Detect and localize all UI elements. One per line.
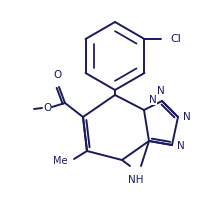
- Text: Me: Me: [52, 156, 67, 166]
- Text: NH: NH: [128, 175, 144, 185]
- Text: N: N: [149, 95, 157, 105]
- Text: N: N: [157, 86, 165, 96]
- Text: Cl: Cl: [170, 34, 181, 44]
- Text: N: N: [183, 112, 191, 122]
- Text: N: N: [177, 141, 185, 151]
- Text: O: O: [43, 103, 51, 113]
- Text: O: O: [53, 70, 61, 80]
